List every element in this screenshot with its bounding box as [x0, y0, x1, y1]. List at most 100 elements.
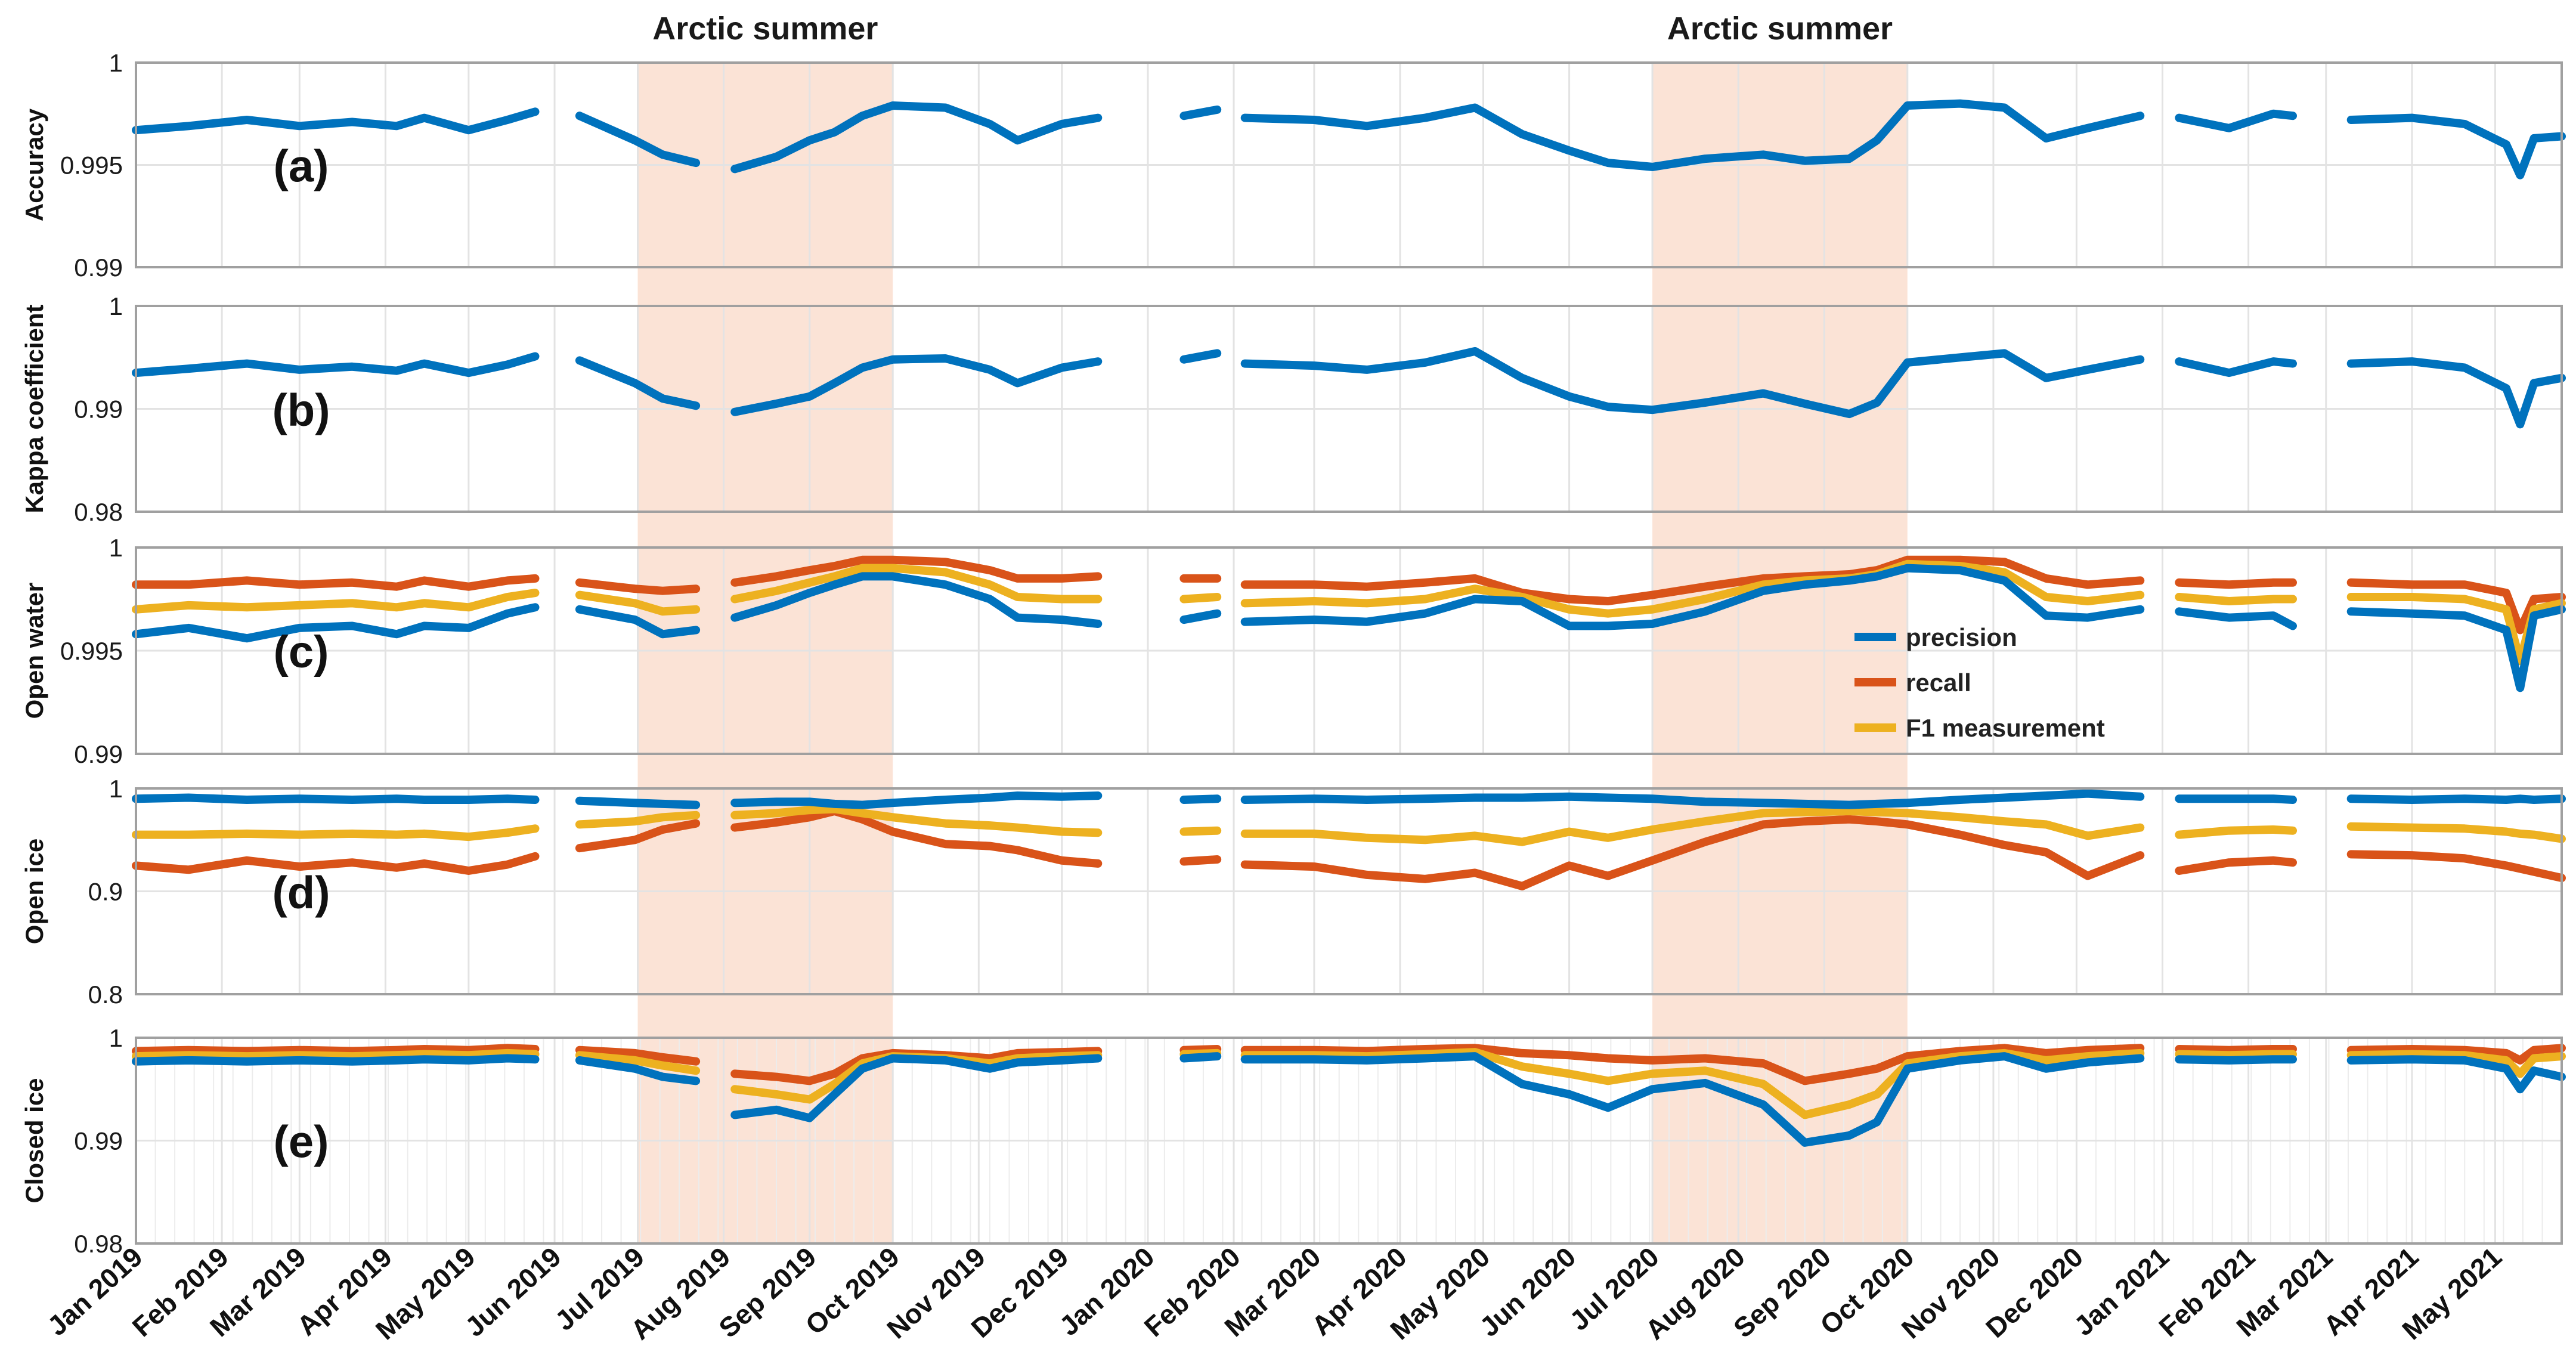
y-tick-label: 0.995	[60, 637, 123, 665]
arctic-summer-shading-layer	[637, 63, 1908, 1243]
y-tick-label: 1	[109, 775, 123, 803]
precision-series-line	[132, 352, 540, 378]
arctic-summer-label-2020: Arctic summer	[1667, 11, 1893, 47]
arctic-summer-band-2	[1652, 63, 1908, 1243]
panel-frame	[135, 61, 2563, 268]
y-tick-label: 0.995	[60, 151, 123, 180]
panel-a: 0.99 0.995 1 (a) Accuracy	[20, 49, 2566, 282]
recall-series-line	[575, 819, 701, 853]
panel-label: (c)	[274, 627, 329, 678]
y-tick-label: 0.99	[74, 1127, 123, 1155]
precision-series-line	[1240, 347, 2145, 419]
recall-series-line	[2346, 578, 2566, 635]
y-axis-label: Open water	[20, 583, 48, 719]
f1-series-line	[575, 1051, 701, 1075]
y-axis-label: Accuracy	[20, 108, 48, 221]
y-tick-label: 0.98	[74, 498, 123, 526]
recall-series-line	[2175, 856, 2297, 875]
recall-series-line	[730, 807, 1103, 868]
recall-series-line	[575, 578, 701, 595]
precision-series-line	[1240, 564, 2145, 630]
recall-series-line	[1240, 1044, 2145, 1085]
panel-frame	[135, 787, 2563, 995]
f1-series-line	[1179, 826, 1222, 836]
precision-series-line	[132, 1054, 540, 1066]
precision-series-line	[730, 1054, 1103, 1122]
recall-series-line	[2346, 1044, 2566, 1065]
y-axis-label: Open ice	[20, 839, 48, 944]
precision-series-line	[1179, 609, 1222, 624]
precision-series-line	[1179, 1052, 1222, 1063]
panel-frame	[135, 305, 2563, 513]
precision-series-line	[2175, 1055, 2297, 1065]
y-axis-label: Kappa coefficient	[20, 304, 48, 513]
arctic-summer-label-2019: Arctic summer	[652, 11, 878, 47]
precision-series-line	[132, 107, 540, 135]
panel-label: (d)	[272, 868, 330, 918]
recall-series-line	[132, 574, 540, 591]
f1-series-line	[132, 824, 540, 842]
precision-series-line	[1240, 99, 2145, 171]
legend: precision recall F1 measurement	[1854, 623, 2105, 742]
precision-series-line	[2175, 794, 2297, 804]
f1-series-line	[1179, 593, 1222, 604]
f1-series-line	[1240, 807, 2145, 846]
arctic-summer-band-1	[637, 63, 893, 1243]
panel-frame	[135, 546, 2563, 755]
panels-layer: 0.99 0.995 1 (a) Accuracy 0.98 0.99 1 (b) Kappa c…	[20, 49, 2566, 1258]
recall-series-line	[1179, 855, 1222, 866]
f1-series-line	[2346, 593, 2566, 666]
precision-series-line	[730, 791, 1103, 809]
precision-series-line	[1240, 789, 2145, 809]
recall-series-line	[2346, 850, 2566, 883]
precision-series-line	[730, 101, 1103, 174]
precision-series-line	[2175, 109, 2297, 132]
precision-series-line	[1179, 794, 1222, 804]
recall-legend-label: recall	[1906, 669, 1971, 697]
precision-series-line	[2346, 357, 2566, 429]
precision-series-line	[2346, 605, 2566, 692]
y-tick-label: 0.8	[88, 980, 123, 1009]
y-tick-label: 1	[109, 534, 123, 562]
panel-e: 0.98 0.99 1 (e) Closed ice	[20, 1024, 2566, 1258]
precision-series-line	[1240, 1052, 2145, 1147]
recall-series-line	[575, 1045, 701, 1066]
panel-label: (a)	[274, 141, 329, 192]
y-tick-label: 0.99	[74, 253, 123, 282]
precision-series-line	[730, 572, 1103, 628]
precision-series-line	[575, 1056, 701, 1085]
precision-series-line	[575, 356, 701, 410]
precision-series-line	[575, 605, 701, 639]
precision-series-line	[575, 796, 701, 809]
precision-series-line	[2346, 794, 2566, 804]
recall-series-line	[132, 852, 540, 875]
f1-series-line	[2175, 825, 2297, 839]
panel-frame	[135, 1037, 2563, 1245]
x-tick-label: Sep 2019	[713, 1241, 822, 1344]
precision-series-line	[2175, 607, 2297, 630]
precision-series-line	[2346, 113, 2566, 180]
precision-series-line	[1179, 349, 1222, 364]
recall-series-line	[132, 1044, 540, 1056]
x-tick-label: Jun 2019	[459, 1241, 567, 1342]
precision-series-line	[132, 793, 540, 804]
precision-series-line	[2346, 1055, 2566, 1094]
f1-series-line	[132, 1048, 540, 1061]
f1-series-line	[575, 590, 701, 616]
y-tick-label: 0.99	[74, 395, 123, 423]
panel-d: 0.8 0.9 1 (d) Open ice	[20, 775, 2566, 1009]
recall-series-line	[730, 555, 1103, 587]
y-tick-label: 1	[109, 49, 123, 77]
precision-series-line	[2175, 357, 2297, 378]
y-tick-label: 0.99	[74, 740, 123, 768]
x-tick-label: Jun 2020	[1473, 1241, 1581, 1342]
f1-series-line	[2175, 593, 2297, 605]
x-tick-label: Sep 2020	[1727, 1241, 1837, 1344]
precision-series-line	[575, 112, 701, 168]
f1-series-line	[730, 564, 1103, 604]
recall-series-line	[1240, 815, 2145, 890]
precision-series-line	[730, 354, 1103, 416]
precision-legend-label: precision	[1906, 623, 2017, 651]
